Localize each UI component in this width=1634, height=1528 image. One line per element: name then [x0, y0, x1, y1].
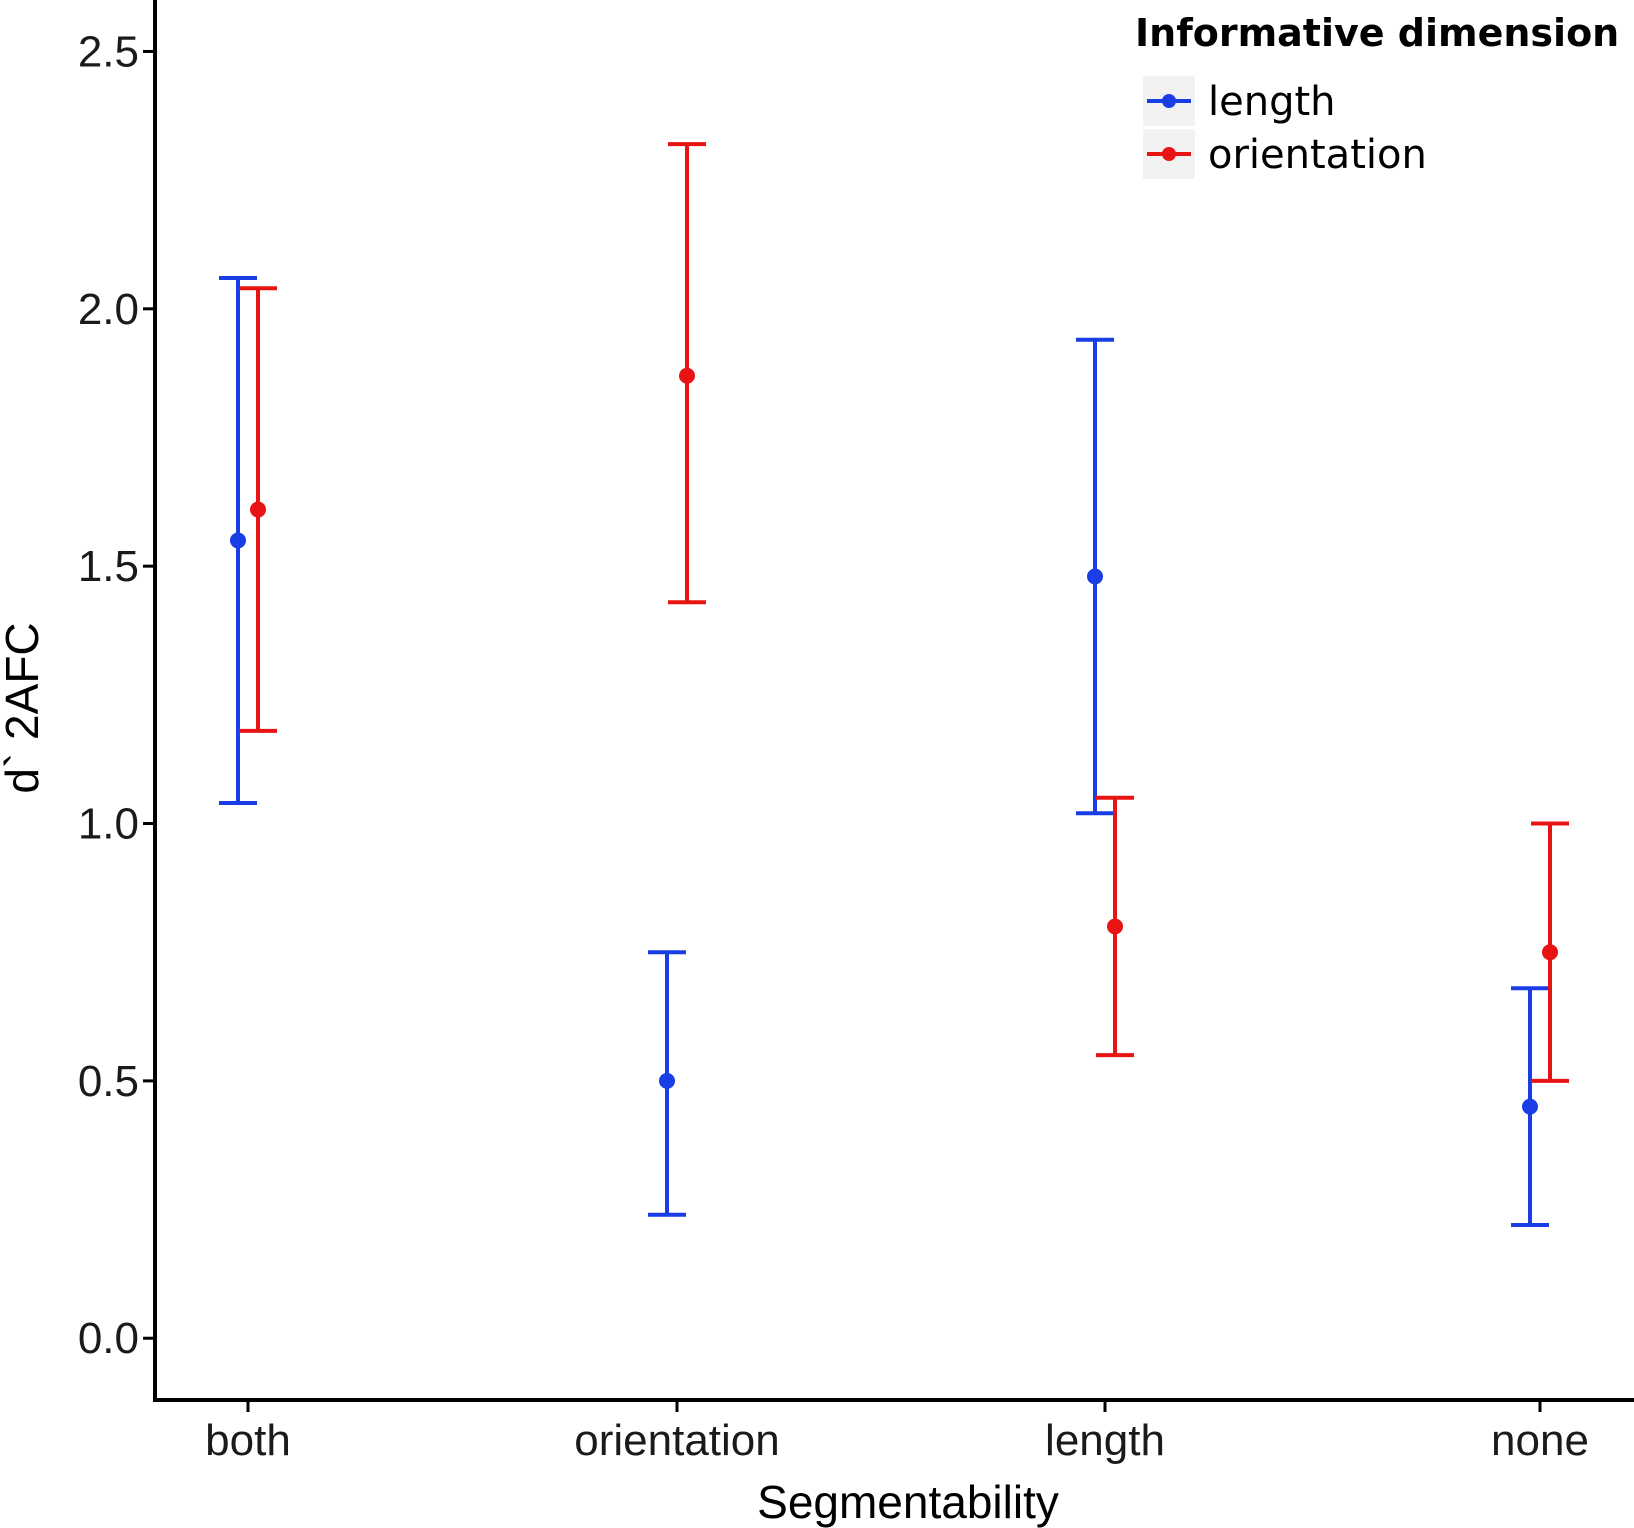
y-tick-label: 0.0 [78, 1314, 139, 1363]
y-tick-label: 2.5 [78, 27, 139, 76]
data-point [679, 367, 695, 384]
legend-key-point [1162, 147, 1176, 161]
data-point [1522, 1098, 1538, 1115]
y-axis-title: d` 2AFC [0, 622, 48, 793]
x-tick-label: length [1045, 1416, 1165, 1465]
y-tick-label: 2.0 [78, 285, 139, 334]
x-tick-label: none [1491, 1416, 1589, 1465]
data-point [250, 501, 266, 518]
x-tick-label: both [205, 1416, 291, 1465]
x-axis-title: Segmentability [757, 1476, 1059, 1528]
legend-label: length [1208, 79, 1336, 125]
axes: 0.0 0.5 1.0 1.5 2.0 2.5 both orientation length n… [78, 0, 1634, 1465]
plot-area [219, 142, 1569, 1227]
data-point [1107, 918, 1123, 935]
data-point [230, 532, 246, 549]
legend-title: Informative dimension [1135, 11, 1619, 55]
y-tick-label: 0.5 [78, 1057, 139, 1106]
x-tick-label: orientation [574, 1416, 779, 1465]
legend-label: orientation [1208, 132, 1427, 178]
series-orientation [239, 142, 1569, 1083]
series-length [219, 275, 1549, 1227]
legend-key-point [1162, 94, 1176, 108]
data-point [659, 1072, 675, 1089]
legend: Informative dimension length orientation [1135, 11, 1619, 179]
y-tick-label: 1.5 [78, 542, 139, 591]
data-point [1087, 568, 1103, 585]
data-point [1542, 944, 1558, 961]
y-tick-label: 1.0 [78, 800, 139, 849]
